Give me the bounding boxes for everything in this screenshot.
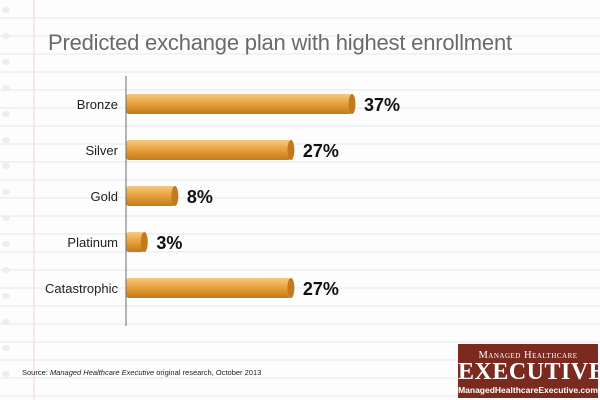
value-label: 27% xyxy=(303,141,339,161)
category-label: Bronze xyxy=(77,97,118,112)
source-note: Source: Managed Healthcare Executive ori… xyxy=(22,368,261,377)
paper-torn-edge xyxy=(2,7,10,377)
source-publication: Managed Healthcare Executive xyxy=(49,368,155,377)
value-label: 27% xyxy=(303,279,339,299)
brand-logo-main-text: EXECUTIVE xyxy=(458,359,600,385)
category-label: Catastrophic xyxy=(45,281,118,296)
bar-end-cap xyxy=(287,140,295,160)
bar-end-cap xyxy=(140,232,148,252)
bar xyxy=(126,186,175,206)
brand-logo-url: ManagedHealthcareExecutive.com xyxy=(458,385,598,395)
bar xyxy=(126,94,352,114)
bar-end-cap xyxy=(287,278,295,298)
category-label: Silver xyxy=(85,143,118,158)
brand-logo-top-text: Managed Healthcare xyxy=(478,350,578,361)
brand-logo: Managed Healthcare EXECUTIVE ManagedHeal… xyxy=(458,344,600,398)
chart-title: Predicted exchange plan with highest enr… xyxy=(48,30,512,55)
source-suffix: original research, October 2013 xyxy=(154,368,262,377)
bar xyxy=(126,278,291,298)
bar xyxy=(126,232,145,252)
category-label: Platinum xyxy=(67,235,118,250)
source-prefix: Source: xyxy=(22,368,50,377)
value-label: 37% xyxy=(364,95,400,115)
value-label: 8% xyxy=(187,187,213,207)
bar-end-cap xyxy=(348,94,356,114)
value-label: 3% xyxy=(156,233,182,253)
category-label: Gold xyxy=(91,189,118,204)
bar-end-cap xyxy=(171,186,179,206)
bar xyxy=(126,140,291,160)
